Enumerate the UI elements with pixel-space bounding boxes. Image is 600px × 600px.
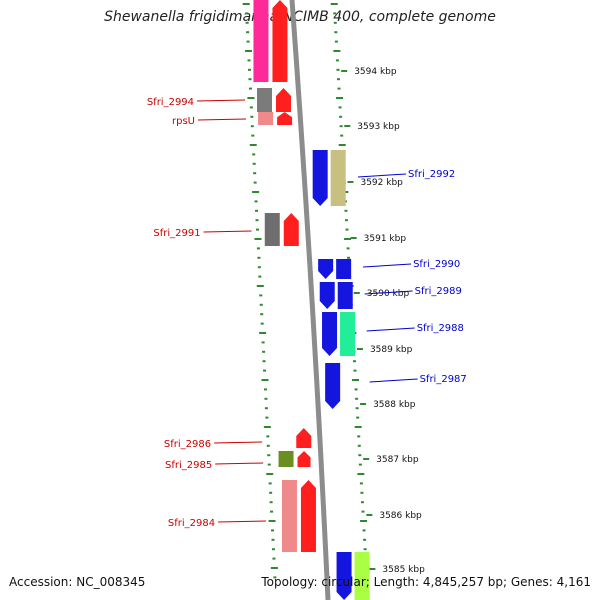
minus-gene-arrow <box>296 428 312 448</box>
scale-label: 3592 kbp <box>360 178 403 188</box>
plus-gene-arrow <box>318 259 334 279</box>
minus-gene-arrow <box>272 0 288 82</box>
scale-label: 3590 kbp <box>367 289 410 299</box>
gene-label-sfri_2991: Sfri_2991 <box>153 228 200 239</box>
gene-label-leader <box>215 462 264 465</box>
neighbor-gene-block <box>253 0 269 82</box>
gene-label-sfri_2984: Sfri_2984 <box>168 518 215 529</box>
accession-label: Accession: NC_008345 <box>9 575 146 589</box>
genome-summary: Topology: circular; Length: 4,845,257 bp… <box>261 575 591 589</box>
plus-gene-arrow <box>336 552 352 600</box>
gene-label-leader <box>364 290 413 295</box>
page-title: Shewanella frigidimarina NCIMB 400, comp… <box>104 9 496 25</box>
gene-label-rpsu: rpsU <box>172 116 195 127</box>
gene-label-leader <box>214 441 263 444</box>
neighbor-gene-block <box>330 150 346 206</box>
plus-gene-arrow <box>312 150 328 206</box>
scale-label: 3594 kbp <box>354 67 397 77</box>
scale-label: 3585 kbp <box>382 565 425 575</box>
minus-gene-arrow <box>277 112 293 125</box>
gene-label-sfri_2986: Sfri_2986 <box>164 439 211 450</box>
scale-label: 3587 kbp <box>376 455 419 465</box>
gene-label-sfri_2994: Sfri_2994 <box>147 97 194 108</box>
minus-gene-arrow <box>300 480 316 552</box>
neighbor-gene-block <box>336 259 352 279</box>
gene-label-leader <box>197 118 247 121</box>
scale-label: 3591 kbp <box>364 234 407 244</box>
gene-label-sfri_2985: Sfri_2985 <box>165 460 212 471</box>
neighbor-gene-block <box>340 312 356 356</box>
plus-gene-arrow <box>325 363 341 409</box>
gene-label-sfri_2988: Sfri_2988 <box>417 323 464 334</box>
gene-label-leader <box>369 378 418 383</box>
gene-label-leader <box>363 263 412 268</box>
minus-gene-arrow <box>276 88 291 112</box>
minus-gene-arrow <box>283 213 299 246</box>
gene-label-leader <box>197 99 246 102</box>
neighbor-gene-block <box>257 88 272 112</box>
gene-label-sfri_2987: Sfri_2987 <box>420 374 467 385</box>
gene-label-leader <box>366 327 415 332</box>
gene-label-leader <box>357 173 407 178</box>
scale-label: 3586 kbp <box>379 511 422 521</box>
neighbor-gene-block <box>337 282 353 309</box>
plus-gene-arrow <box>322 312 338 356</box>
minus-gene-arrow <box>297 451 311 467</box>
neighbor-gene-block <box>354 552 370 600</box>
scale-label: 3593 kbp <box>357 122 400 132</box>
gene-label-sfri_2989: Sfri_2989 <box>415 286 462 297</box>
scale-label: 3588 kbp <box>373 400 416 410</box>
gene-label-leader <box>218 520 267 523</box>
backbone-line <box>289 0 331 600</box>
neighbor-gene-block <box>264 213 280 246</box>
neighbor-gene-block <box>258 112 274 125</box>
neighbor-gene-block <box>278 451 294 467</box>
gene-label-sfri_2992: Sfri_2992 <box>408 169 455 180</box>
plus-gene-arrow <box>319 282 335 309</box>
gene-label-sfri_2990: Sfri_2990 <box>413 259 460 270</box>
scale-label: 3589 kbp <box>370 345 413 355</box>
gene-label-leader <box>203 230 252 233</box>
neighbor-gene-block <box>281 480 297 552</box>
